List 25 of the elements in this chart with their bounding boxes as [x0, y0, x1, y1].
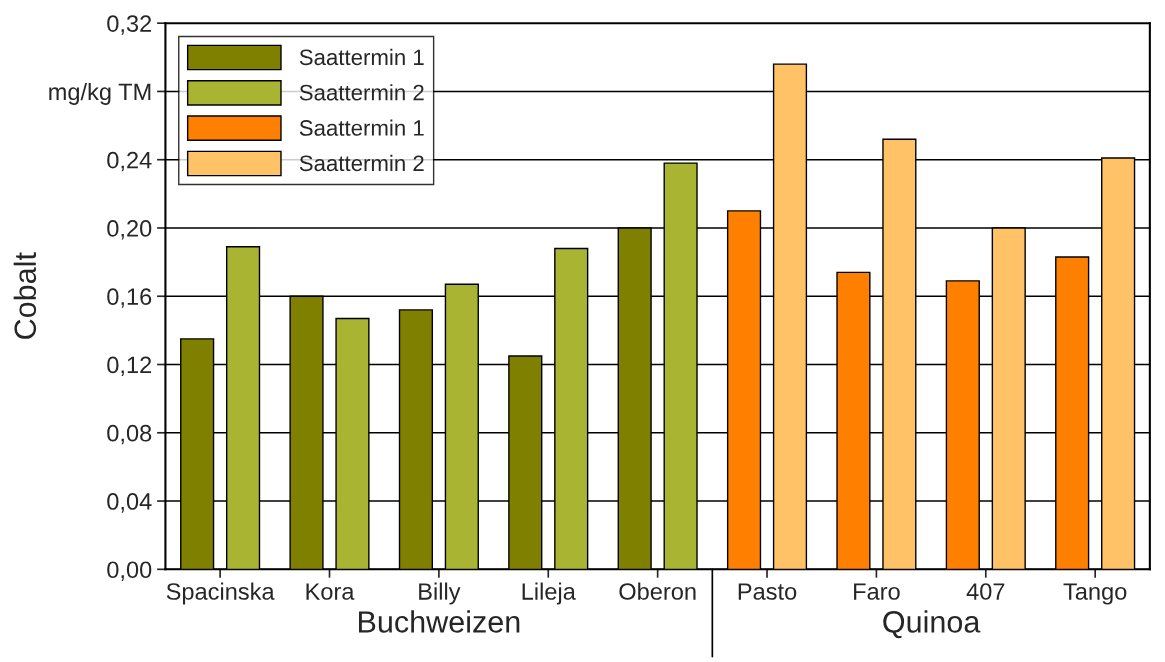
x-tick-label: Faro — [854, 583, 900, 600]
y-tick-label: 0,00 — [107, 561, 152, 581]
y-tick-label: 0,08 — [107, 424, 152, 445]
text: Quinoa — [883, 610, 981, 639]
x-tick-label: Lileja — [522, 582, 576, 605]
y-tick-label: 0,32 — [107, 15, 152, 35]
y-axis-title: Cobalt — [13, 252, 37, 339]
y-tick-label: mg/kg TM — [49, 82, 151, 105]
legend-label: Saattermin 1 — [299, 119, 424, 136]
y-tick-label: 0,16 — [107, 288, 152, 308]
x-tick-label: Oberon — [619, 582, 696, 600]
x-tick-label: Kora — [306, 583, 355, 600]
legend-label: Saattermin 1 — [299, 48, 424, 66]
y-tick-label: 0,20 — [107, 220, 152, 240]
x-tick-label: 407 — [966, 583, 1005, 600]
y-tick-label: 0,24 — [107, 151, 152, 172]
y-tick-label: 0,12 — [107, 356, 152, 377]
y-tick-label: 0,04 — [107, 493, 152, 513]
x-tick-label: Pasto — [738, 583, 797, 600]
text: Buchweizen — [359, 610, 520, 633]
x-tick-label: Tango — [1063, 583, 1127, 605]
legend-label: Saattermin 2 — [299, 154, 424, 172]
legend-label: Saattermin 2 — [299, 84, 424, 101]
x-tick-label: Billy — [419, 582, 461, 605]
x-tick-label: Spacinska — [166, 582, 275, 605]
